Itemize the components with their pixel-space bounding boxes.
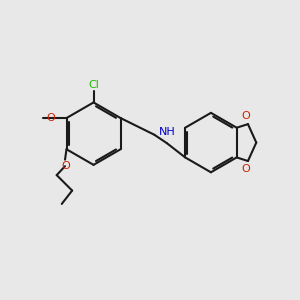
Text: O: O xyxy=(242,111,250,121)
Text: O: O xyxy=(61,161,70,171)
Text: NH: NH xyxy=(158,127,175,136)
Text: O: O xyxy=(242,164,250,174)
Text: O: O xyxy=(47,113,56,123)
Text: Cl: Cl xyxy=(88,80,99,90)
